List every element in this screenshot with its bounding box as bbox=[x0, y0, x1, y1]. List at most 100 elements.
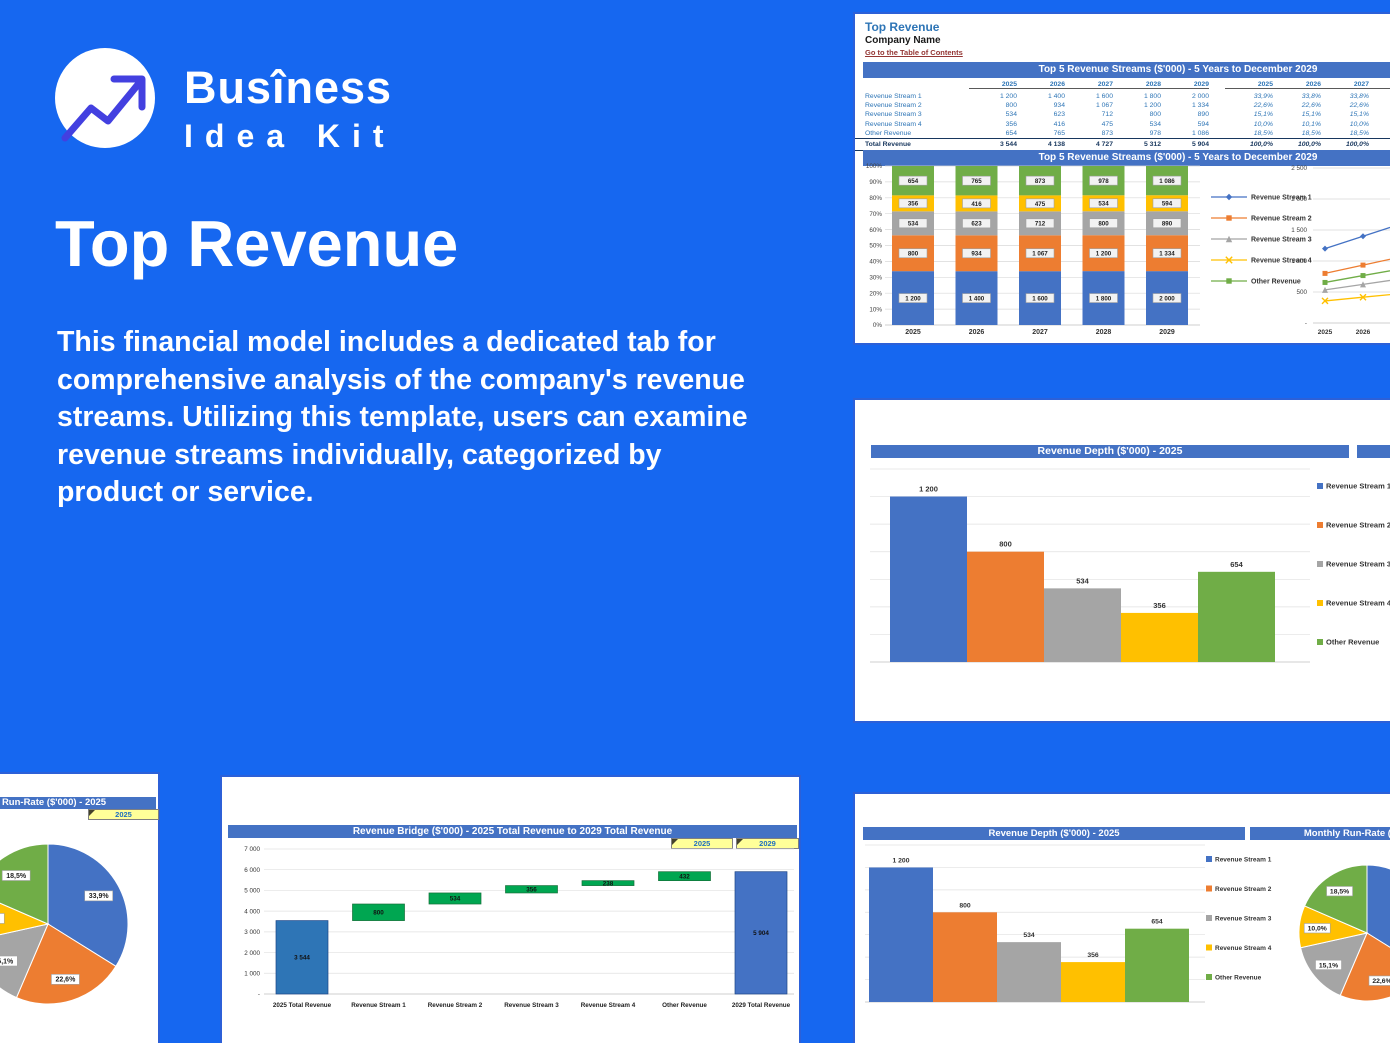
line-series bbox=[1324, 258, 1390, 275]
marker-square-icon bbox=[1226, 215, 1232, 221]
value-cell: 654 bbox=[1005, 129, 1017, 137]
total-value-cell: 5 904 bbox=[1191, 140, 1209, 148]
bar bbox=[1125, 928, 1189, 1002]
table-row: 202520262027202820292025202620272028 bbox=[855, 78, 1390, 89]
bar-value-label: 356 bbox=[1087, 952, 1099, 959]
value-cell: 356 bbox=[1005, 120, 1017, 128]
data-label-chip bbox=[1025, 175, 1055, 186]
pct-cell: 33,9% bbox=[1253, 93, 1273, 101]
data-label-chip bbox=[1152, 218, 1182, 229]
data-label-chip bbox=[0, 913, 5, 924]
data-label-chip bbox=[1025, 198, 1055, 209]
pie-slice bbox=[0, 843, 49, 925]
y-axis-tick: 60% bbox=[869, 227, 882, 234]
x-axis-label: 2027 bbox=[1032, 329, 1048, 336]
legend-swatch-icon bbox=[1206, 944, 1212, 951]
value-cell: 623 bbox=[1053, 111, 1065, 119]
data-label-chip bbox=[84, 890, 114, 902]
data-label-chip bbox=[962, 293, 991, 303]
marker-x-icon bbox=[1321, 297, 1329, 305]
row-label: Revenue Stream 2 bbox=[865, 102, 922, 110]
pct-cell: 10,1% bbox=[1301, 120, 1321, 128]
pct-cell: 22,6% bbox=[1253, 102, 1273, 110]
table-row: Revenue Stream 3 534 623 712 800 890 15,1% 15,1… bbox=[855, 110, 1390, 119]
pct-year-column-header: 2028 bbox=[1369, 81, 1390, 89]
y-axis-tick: 90% bbox=[869, 179, 882, 186]
top5-streams-charts: 0%10%20%30%40%50%60%70%80%90%100%1 20080… bbox=[866, 163, 1390, 336]
legend-swatch-icon bbox=[1317, 639, 1323, 645]
pct-cell: 15,1% bbox=[1349, 111, 1369, 119]
brand-line2: Idea Kit bbox=[184, 118, 396, 154]
brand-logo bbox=[55, 48, 155, 148]
y-axis-tick: 1 000 bbox=[244, 970, 260, 977]
legend-swatch-icon bbox=[1317, 522, 1323, 528]
marker-triangle-icon bbox=[1360, 281, 1366, 288]
bar bbox=[1044, 588, 1121, 662]
row-label: Revenue Stream 3 bbox=[865, 111, 922, 119]
total-value-cell: 3 544 bbox=[999, 140, 1017, 148]
table-of-contents-link[interactable]: Go to the Table of Contents bbox=[865, 48, 963, 57]
waterfall-delta-bar bbox=[428, 892, 482, 905]
data-label-chip bbox=[1326, 886, 1353, 897]
bar bbox=[890, 496, 967, 662]
marker-square-icon bbox=[1322, 279, 1328, 285]
waterfall-delta-bar bbox=[505, 885, 558, 894]
revenue-depth-chart: 1 200 800 534 356 654 Revenue Stream 1 Revenue… bbox=[870, 468, 1390, 663]
y-axis-tick: 1 000 bbox=[1291, 258, 1307, 265]
panel-top-revenue-sheet: Top Revenue Company Name Go to the Table… bbox=[853, 12, 1390, 345]
pie-slice bbox=[1366, 864, 1390, 948]
legend-label: Revenue Stream 3 bbox=[1215, 915, 1272, 922]
total-value-cell: 5 312 bbox=[1143, 140, 1161, 148]
monthly-runrate-title: Monthly Run-Rate ($'000) - 2025 bbox=[0, 797, 156, 809]
legend-label: Revenue Stream 1 bbox=[1215, 856, 1272, 863]
total-value-cell: 4 138 bbox=[1047, 140, 1065, 148]
value-cell: 534 bbox=[1005, 111, 1017, 119]
value-cell: 1 200 bbox=[1143, 102, 1161, 110]
data-label-chip bbox=[1025, 293, 1055, 303]
bar bbox=[997, 942, 1061, 1002]
data-label-chip bbox=[1089, 198, 1118, 209]
waterfall-delta-bar bbox=[658, 871, 711, 882]
data-label-chip bbox=[898, 248, 928, 259]
logo-trend-arrow-icon bbox=[61, 75, 146, 142]
data-label-chip bbox=[962, 218, 991, 229]
data-label-chip bbox=[0, 955, 18, 967]
y-axis-tick: 2 000 bbox=[244, 950, 260, 957]
data-label-chip bbox=[962, 175, 991, 186]
y-axis-tick: 40% bbox=[869, 259, 882, 266]
year-tab-2025[interactable]: 2025 bbox=[671, 838, 733, 849]
y-axis-tick: - bbox=[1305, 320, 1307, 327]
pie-slice bbox=[15, 923, 117, 1005]
data-label-chip bbox=[1368, 975, 1390, 986]
legend-label: Revenue Stream 4 bbox=[1251, 258, 1312, 265]
waterfall-delta-bar bbox=[581, 880, 635, 886]
marker-diamond-icon bbox=[1322, 245, 1328, 252]
data-label-chip bbox=[962, 198, 991, 209]
chart-section-header: Top 5 Revenue Streams ($'000) - 5 Years … bbox=[863, 150, 1390, 166]
legend-swatch-icon bbox=[1317, 561, 1323, 567]
year-tab-2025[interactable]: 2025 bbox=[88, 809, 159, 820]
brand-line1: Busîness bbox=[184, 62, 393, 113]
value-cell: 1 400 bbox=[1047, 93, 1065, 101]
bar bbox=[933, 912, 997, 1002]
value-cell: 534 bbox=[1149, 120, 1161, 128]
year-tab-label: 2025 bbox=[115, 810, 132, 819]
value-cell: 1 800 bbox=[1143, 93, 1161, 101]
pct-cell: 18,5% bbox=[1301, 129, 1321, 137]
x-axis-label: 2025 Total Revenue bbox=[273, 1002, 332, 1009]
data-label-chip bbox=[898, 175, 928, 186]
data-label-chip bbox=[1025, 248, 1055, 259]
x-axis-label: 2025 bbox=[1318, 329, 1333, 336]
value-cell: 765 bbox=[1053, 129, 1065, 137]
pct-cell: 18,5% bbox=[1253, 129, 1273, 137]
marker-x-icon bbox=[1225, 256, 1233, 264]
pct-cell: 33,8% bbox=[1349, 93, 1369, 101]
data-label-chip bbox=[962, 248, 991, 259]
total-row-label: Total Revenue bbox=[865, 140, 911, 148]
row-label: Revenue Stream 1 bbox=[865, 93, 922, 101]
pct-cell: 15,1% bbox=[1253, 111, 1273, 119]
legend-label: Revenue Stream 2 bbox=[1251, 216, 1312, 223]
year-tab-2029[interactable]: 2029 bbox=[736, 838, 799, 849]
bar-value-label: 534 bbox=[1023, 932, 1035, 939]
x-axis-label: 2026 bbox=[1356, 329, 1371, 336]
